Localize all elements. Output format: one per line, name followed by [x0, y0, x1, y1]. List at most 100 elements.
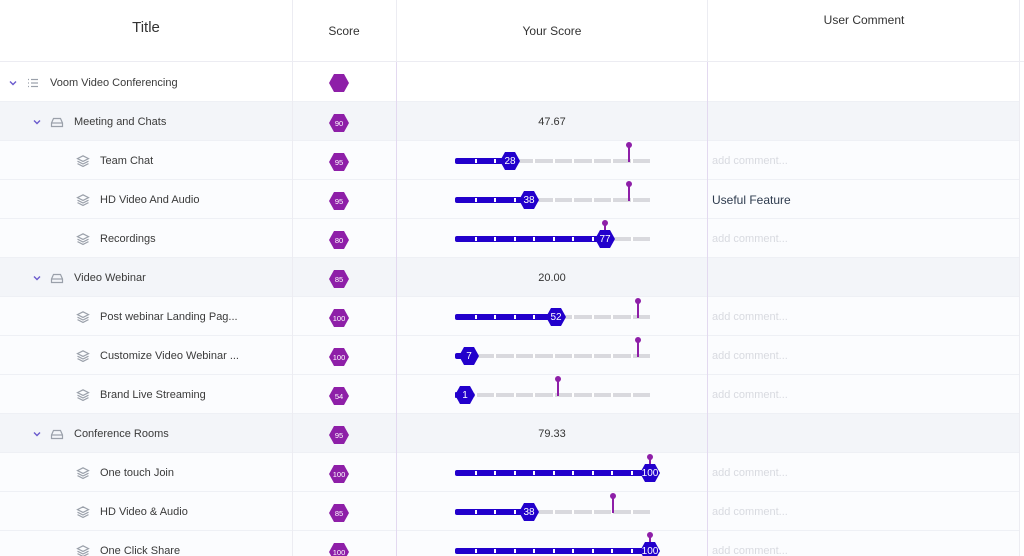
- slider-tick: [611, 393, 613, 397]
- folder-icon: [50, 427, 64, 441]
- reference-marker-dot: [602, 220, 608, 226]
- hexagon-badge-icon: [329, 543, 349, 556]
- reference-marker-dot: [635, 337, 641, 343]
- table-row[interactable]: Customize Video Webinar ... 100 7 add comme…: [0, 336, 1020, 375]
- group-row[interactable]: Voom Video Conferencing: [0, 63, 1020, 102]
- row-title: Brand Live Streaming: [76, 375, 206, 414]
- table-row[interactable]: HD Video & Audio 85 38 add comment...: [0, 492, 1020, 531]
- table-row[interactable]: Team Chat 95 28 add comment...: [0, 141, 1020, 180]
- score-slider[interactable]: 100: [455, 532, 660, 556]
- row-label: Conference Rooms: [74, 427, 169, 440]
- slider-tick: [631, 510, 633, 514]
- row-label: Team Chat: [100, 154, 154, 167]
- layers-icon: [76, 154, 90, 168]
- header-title[interactable]: Title: [132, 18, 160, 36]
- slider-tick: [631, 198, 633, 202]
- reference-marker: [557, 379, 559, 396]
- slider-thumb-value: 28: [504, 155, 516, 167]
- header-your-score[interactable]: Your Score: [522, 24, 582, 38]
- group-row[interactable]: Conference Rooms 95 79.33: [0, 414, 1020, 453]
- slider-thumb-value: 100: [641, 467, 659, 479]
- comment-input[interactable]: add comment...: [712, 544, 788, 556]
- score-slider[interactable]: 38: [455, 493, 650, 529]
- row-divider: [0, 218, 1020, 219]
- score-badge-value: 85: [334, 274, 344, 284]
- hexagon-badge-icon: [329, 153, 349, 171]
- chevron-down-icon[interactable]: [32, 429, 42, 439]
- slider-tick: [533, 471, 535, 475]
- comment-input[interactable]: add comment...: [712, 349, 788, 362]
- table-row[interactable]: HD Video And Audio 95 38 Useful Feature: [0, 180, 1020, 219]
- score-badge-value: 54: [334, 391, 344, 401]
- score-badge-value: 100: [332, 313, 346, 323]
- comment-input[interactable]: add comment...: [712, 466, 788, 479]
- score-slider[interactable]: 52: [455, 298, 650, 334]
- slider-thumb-value: 100: [641, 545, 659, 556]
- comment-input[interactable]: add comment...: [712, 232, 788, 245]
- row-title: Post webinar Landing Pag...: [76, 297, 238, 336]
- slider-tick: [494, 315, 496, 319]
- slider-track[interactable]: [455, 510, 650, 514]
- column-divider: [292, 0, 293, 556]
- table-row[interactable]: Recordings 80 77 add comment...: [0, 219, 1020, 258]
- slider-thumb[interactable]: 7: [458, 345, 480, 367]
- row-divider: [0, 179, 1020, 180]
- slider-thumb[interactable]: 100: [639, 462, 661, 484]
- group-row[interactable]: Meeting and Chats 90 47.67: [0, 102, 1020, 141]
- comment-input[interactable]: add comment...: [712, 310, 788, 323]
- slider-thumb[interactable]: 77: [594, 228, 616, 250]
- hexagon-badge-icon: [329, 192, 349, 210]
- slider-thumb[interactable]: 52: [545, 306, 567, 328]
- chevron-down-icon[interactable]: [32, 117, 42, 127]
- comment-input[interactable]: add comment...: [712, 154, 788, 167]
- table-row[interactable]: Brand Live Streaming 54 1 add comment...: [0, 375, 1020, 414]
- score-badge-value: 100: [332, 547, 346, 556]
- slider-track[interactable]: [455, 393, 650, 397]
- slider-tick: [533, 315, 535, 319]
- row-label: Recordings: [100, 232, 156, 245]
- table-row[interactable]: Post webinar Landing Pag... 100 52 add comm…: [0, 297, 1020, 336]
- score-slider[interactable]: 77: [455, 220, 650, 256]
- slider-track[interactable]: [455, 198, 650, 202]
- score-slider[interactable]: 7: [455, 337, 650, 373]
- score-badge: 90: [328, 113, 350, 133]
- layers-icon: [76, 466, 90, 480]
- comment-input[interactable]: add comment...: [712, 505, 788, 518]
- score-slider[interactable]: 100: [455, 454, 660, 490]
- comment-input[interactable]: Useful Feature: [712, 192, 791, 207]
- slider-thumb-value: 52: [550, 311, 562, 323]
- slider-fill: [455, 548, 650, 554]
- row-label: HD Video And Audio: [100, 193, 200, 206]
- slider-tick: [572, 198, 574, 202]
- chevron-down-icon[interactable]: [32, 273, 42, 283]
- slider-tick: [631, 237, 633, 241]
- table-row[interactable]: One Click Share 100 100 add comment...: [0, 531, 1020, 556]
- header-user-comment[interactable]: User Comment: [823, 12, 905, 27]
- slider-tick: [611, 549, 613, 553]
- score-slider[interactable]: 1: [455, 376, 650, 412]
- reference-marker: [637, 340, 639, 357]
- row-divider: [0, 530, 1020, 531]
- header-score[interactable]: Score: [328, 24, 360, 38]
- table-row[interactable]: One touch Join 100 100 add comment...: [0, 453, 1020, 492]
- score-badge-value: 85: [334, 508, 344, 518]
- group-row[interactable]: Video Webinar 85 20.00: [0, 258, 1020, 297]
- hexagon-badge-icon: [329, 387, 349, 405]
- score-slider[interactable]: 28: [455, 142, 650, 178]
- slider-thumb[interactable]: 28: [499, 150, 521, 172]
- slider-track[interactable]: [455, 354, 650, 358]
- slider-tick: [572, 471, 574, 475]
- row-divider: [0, 452, 1020, 453]
- slider-track[interactable]: [455, 159, 650, 163]
- slider-thumb[interactable]: 38: [518, 501, 540, 523]
- slider-thumb[interactable]: 38: [518, 189, 540, 211]
- slider-tick: [553, 159, 555, 163]
- comment-input[interactable]: add comment...: [712, 388, 788, 401]
- average-score: 79.33: [538, 427, 566, 440]
- slider-thumb[interactable]: 100: [639, 540, 661, 556]
- score-badge-value: 95: [334, 196, 344, 206]
- slider-thumb[interactable]: 1: [454, 384, 476, 406]
- slider-tick: [631, 549, 633, 553]
- score-slider[interactable]: 38: [455, 181, 650, 217]
- chevron-down-icon[interactable]: [8, 78, 18, 88]
